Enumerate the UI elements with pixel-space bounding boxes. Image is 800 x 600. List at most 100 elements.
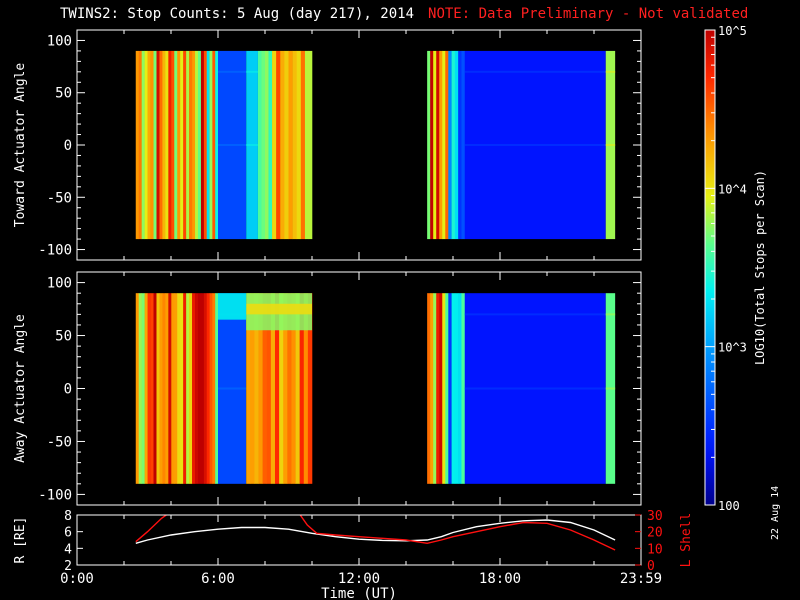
heatmap-column [147, 293, 151, 484]
x-tick-label: 18:00 [479, 571, 521, 587]
heatmap-column [445, 50, 449, 240]
heatmap-block [427, 50, 616, 240]
heatmap-column [150, 293, 154, 484]
heatmap-column [454, 293, 459, 484]
heatmap-column [295, 293, 300, 484]
heatmap-column [439, 50, 443, 240]
y-axis-label: Toward Actuator Angle [13, 63, 28, 228]
heatmap-column [215, 50, 219, 240]
heatmap-column [427, 50, 431, 240]
heatmap-column [197, 50, 202, 240]
heatmap-column [180, 293, 184, 484]
heatmap-column [276, 50, 281, 240]
heatmap-column [433, 50, 437, 240]
heatmap-column [261, 50, 266, 240]
heatmap-column [209, 293, 213, 484]
heatmap-block [135, 50, 313, 240]
colorbar-tick-label: 10^4 [718, 182, 747, 196]
heatmap-column [171, 293, 175, 484]
x-tick-label: 12:00 [338, 571, 380, 587]
heatmap-column [458, 50, 462, 240]
heatmap-column [246, 293, 251, 484]
heatmap-column [141, 50, 145, 240]
heatmap-column [266, 293, 272, 484]
colorbar-tick-label: 10^3 [718, 341, 747, 355]
heatmap-column [177, 50, 181, 240]
heatmap-column [162, 50, 166, 240]
heatmap-column [159, 50, 163, 240]
heatmap-column [265, 50, 269, 240]
heatmap-column [180, 50, 184, 240]
heatmap-column [200, 293, 205, 484]
heatmap-column [138, 293, 142, 484]
heatmap-column [448, 293, 452, 484]
heatmap-band-line [218, 387, 247, 390]
heatmap-band-line [464, 144, 606, 146]
heatmap-column [257, 50, 262, 240]
heatmap-column [147, 50, 151, 240]
heatmap-column [165, 50, 169, 240]
y-tick-label: 0 [64, 138, 72, 154]
heatmap-column [144, 50, 148, 240]
heatmap-column [189, 50, 193, 240]
colorbar-tick-label: 10^5 [718, 24, 747, 38]
heatmap-band-line [464, 387, 606, 390]
heatmap-column [192, 50, 196, 240]
y-tick-label: 0 [64, 382, 72, 398]
heatmap-column [183, 50, 187, 240]
y-tick-label: 50 [55, 86, 72, 102]
heatmap-column [288, 50, 293, 240]
y-axis-label: Away Actuator Angle [13, 314, 28, 463]
y-tick-label: -50 [47, 190, 72, 206]
heatmap-column [461, 293, 466, 484]
heatmap-column [436, 293, 440, 484]
y-tick-label: 100 [47, 33, 72, 49]
y-tick-label: 50 [55, 329, 72, 345]
colorbar-label: LOG10(Total Stops per Scan) [753, 170, 767, 365]
heatmap-column [159, 293, 163, 484]
heatmap-column [291, 293, 296, 484]
heatmap-column [433, 293, 437, 484]
y-tick-label: -50 [47, 434, 72, 450]
heatmap-band-line [464, 70, 606, 73]
date-stamp: 22 Aug 14 [770, 485, 781, 540]
heatmap-band-line [605, 313, 616, 316]
heatmap-column [171, 50, 175, 240]
heatmap-column [292, 50, 298, 240]
heatmap-column [212, 50, 216, 240]
heatmap-column [168, 50, 172, 240]
heatmap-block [427, 293, 616, 484]
heatmap-column [153, 293, 157, 484]
heatmap-column [200, 50, 205, 240]
heatmap-column [135, 50, 140, 240]
heatmap-band-line [605, 144, 616, 146]
y-tick-label: -100 [38, 487, 72, 503]
heatmap-column [448, 50, 452, 240]
heatmap-column [189, 293, 193, 484]
heatmap-column [287, 293, 292, 484]
heatmap-column [215, 293, 219, 484]
heatmap-column [296, 50, 302, 240]
heatmap-column [138, 50, 142, 240]
heatmap-column [197, 293, 202, 484]
r-distance-line [135, 519, 616, 544]
heatmap-column [442, 50, 446, 240]
heatmap-column [162, 293, 166, 484]
heatmap-column [284, 50, 289, 240]
colorbar-bar [704, 29, 716, 506]
heatmap-band-line [246, 144, 258, 146]
heatmap-column [451, 293, 456, 484]
y-tick-label: 8 [64, 509, 72, 524]
y-right-tick-label: 10 [647, 542, 663, 557]
heatmap-column [268, 50, 273, 240]
heatmap-column [270, 293, 276, 484]
colorbar: 100 10^3 10^4 10^5 LOG10(Total Stops per Sca… [704, 24, 767, 513]
panel-frame [76, 514, 642, 566]
heatmap-column [156, 293, 160, 484]
heatmap-feature [246, 303, 312, 315]
heatmap-column [300, 50, 306, 240]
heatmap-column [430, 50, 434, 240]
